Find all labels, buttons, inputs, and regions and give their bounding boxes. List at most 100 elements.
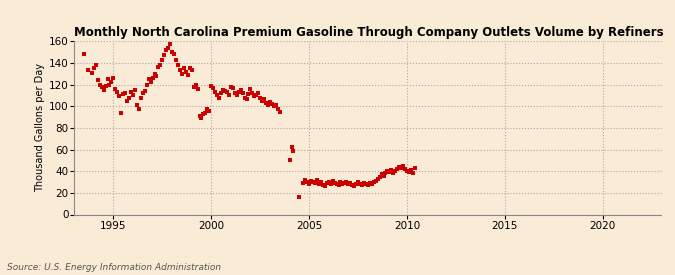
Point [175, 68, 186, 73]
Point [354, 182, 365, 186]
Point [323, 180, 334, 184]
Point [321, 181, 332, 185]
Point [128, 93, 138, 98]
Point [200, 111, 211, 115]
Point [261, 101, 271, 105]
Point [394, 165, 404, 169]
Point [136, 95, 146, 100]
Point [155, 63, 166, 67]
Point [247, 91, 258, 95]
Point [232, 93, 242, 98]
Point [384, 170, 395, 174]
Point [271, 103, 281, 107]
Point [347, 183, 358, 188]
Point [364, 181, 375, 185]
Point [214, 95, 225, 100]
Point [306, 179, 317, 183]
Point [410, 166, 421, 170]
Point [358, 181, 369, 185]
Point [143, 77, 154, 81]
Point [188, 84, 199, 89]
Point [78, 52, 89, 56]
Point [302, 180, 313, 184]
Point [82, 68, 93, 73]
Point [100, 83, 111, 88]
Point [333, 183, 344, 188]
Point [329, 181, 340, 185]
Point [163, 46, 173, 50]
Point [392, 167, 402, 171]
Point [243, 92, 254, 97]
Point [151, 74, 162, 78]
Point [171, 57, 182, 62]
Point [102, 77, 113, 81]
Point [251, 93, 262, 98]
Point [190, 82, 201, 87]
Point [369, 180, 379, 184]
Point [112, 90, 123, 94]
Point [313, 182, 324, 186]
Point [310, 181, 321, 185]
Point [108, 76, 119, 80]
Point [265, 100, 275, 104]
Point [404, 170, 414, 174]
Point [406, 168, 416, 172]
Point [345, 181, 356, 185]
Point [122, 99, 132, 103]
Point [104, 82, 115, 87]
Point [341, 180, 352, 184]
Point [274, 109, 285, 114]
Point [212, 93, 223, 98]
Point [184, 66, 195, 70]
Point [126, 90, 136, 94]
Point [259, 97, 269, 101]
Point [137, 91, 148, 95]
Point [380, 171, 391, 175]
Point [92, 78, 103, 82]
Point [315, 180, 326, 184]
Point [273, 107, 284, 112]
Point [390, 169, 401, 174]
Point [167, 50, 178, 54]
Point [241, 97, 252, 101]
Point [267, 102, 277, 106]
Point [132, 103, 142, 107]
Point [215, 91, 226, 95]
Point [331, 182, 342, 186]
Point [408, 171, 418, 175]
Point [169, 52, 180, 56]
Point [204, 108, 215, 113]
Point [97, 84, 107, 89]
Point [337, 182, 348, 186]
Point [116, 111, 127, 115]
Point [88, 66, 99, 70]
Point [360, 182, 371, 186]
Point [398, 164, 408, 168]
Point [159, 53, 169, 57]
Point [376, 172, 387, 177]
Point [124, 95, 134, 100]
Point [362, 183, 373, 188]
Point [269, 104, 279, 108]
Point [388, 171, 399, 175]
Point [208, 86, 219, 90]
Point [202, 107, 213, 112]
Point [235, 88, 246, 92]
Point [110, 87, 121, 91]
Point [192, 87, 203, 91]
Point [349, 184, 360, 189]
Point [173, 63, 184, 67]
Point [372, 177, 383, 181]
Point [182, 73, 193, 77]
Point [225, 84, 236, 89]
Point [198, 112, 209, 116]
Point [374, 174, 385, 179]
Point [400, 167, 410, 171]
Point [227, 86, 238, 90]
Point [237, 91, 248, 95]
Point [239, 95, 250, 100]
Point [382, 169, 393, 174]
Point [161, 48, 171, 52]
Point [230, 91, 240, 95]
Point [396, 166, 406, 170]
